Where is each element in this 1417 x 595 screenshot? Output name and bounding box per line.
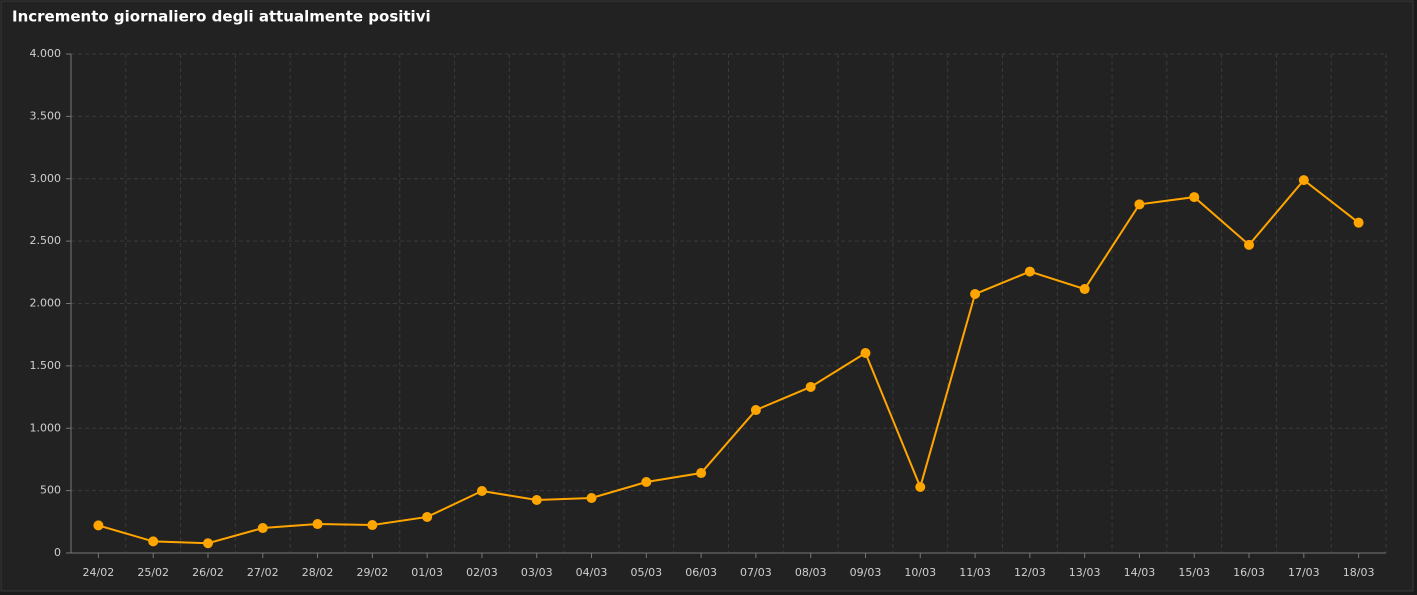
y-tick-label: 2.000: [30, 297, 62, 310]
x-tick-label: 02/03: [466, 566, 498, 579]
point: [148, 536, 159, 547]
x-tick-label: 25/02: [137, 566, 169, 579]
x-tick-label: 01/03: [411, 566, 443, 579]
x-tick-label: 03/03: [521, 566, 553, 579]
x-tick-label: 18/03: [1343, 566, 1375, 579]
y-tick-label: 4.000: [30, 47, 62, 60]
chart-title: Incremento giornaliero degli attualmente…: [12, 8, 431, 26]
x-tick-label: 24/02: [83, 566, 115, 579]
x-tick-label: 10/03: [904, 566, 936, 579]
y-tick-label: 2.500: [30, 234, 62, 247]
point: [641, 477, 652, 488]
x-tick-label: 09/03: [850, 566, 882, 579]
x-tick-label: 04/03: [576, 566, 608, 579]
x-tick-label: 07/03: [740, 566, 772, 579]
point: [257, 523, 268, 534]
y-tick-label: 3.500: [30, 109, 62, 122]
point: [696, 468, 707, 479]
point: [915, 482, 926, 493]
y-tick-label: 3.000: [30, 172, 62, 185]
point: [93, 520, 104, 531]
point: [367, 520, 378, 531]
y-tick-label: 1.000: [30, 421, 62, 434]
x-tick-label: 27/02: [247, 566, 279, 579]
line: [98, 178, 1360, 545]
x-tick-label: 11/03: [959, 566, 991, 579]
x-tick-label: 17/03: [1288, 566, 1320, 579]
point: [1353, 217, 1364, 228]
point: [1134, 199, 1145, 210]
point: [586, 492, 597, 503]
point: [860, 348, 871, 359]
point: [970, 289, 981, 300]
point: [312, 519, 323, 530]
point: [1244, 239, 1255, 250]
point: [750, 405, 761, 416]
x-tick-label: 12/03: [1014, 566, 1046, 579]
x-tick-label: 08/03: [795, 566, 827, 579]
point: [1024, 266, 1035, 277]
x-tick-label: 28/02: [302, 566, 334, 579]
x-tick-label: 26/02: [192, 566, 224, 579]
point: [531, 494, 542, 505]
x-tick-label: 06/03: [685, 566, 717, 579]
y-tick-label: 500: [40, 484, 61, 497]
point: [1079, 284, 1090, 295]
point: [805, 381, 816, 392]
x-tick-label: 13/03: [1069, 566, 1101, 579]
point: [476, 485, 487, 496]
point: [422, 511, 433, 522]
point: [1189, 192, 1200, 203]
x-tick-label: 29/02: [357, 566, 389, 579]
x-tick-label: 15/03: [1178, 566, 1210, 579]
point: [202, 538, 213, 549]
x-tick-label: 05/03: [630, 566, 662, 579]
point: [1298, 175, 1309, 186]
x-tick-label: 14/03: [1124, 566, 1156, 579]
y-tick-label: 1.500: [30, 359, 62, 372]
y-tick-label: 0: [54, 546, 61, 559]
x-tick-label: 16/03: [1233, 566, 1265, 579]
